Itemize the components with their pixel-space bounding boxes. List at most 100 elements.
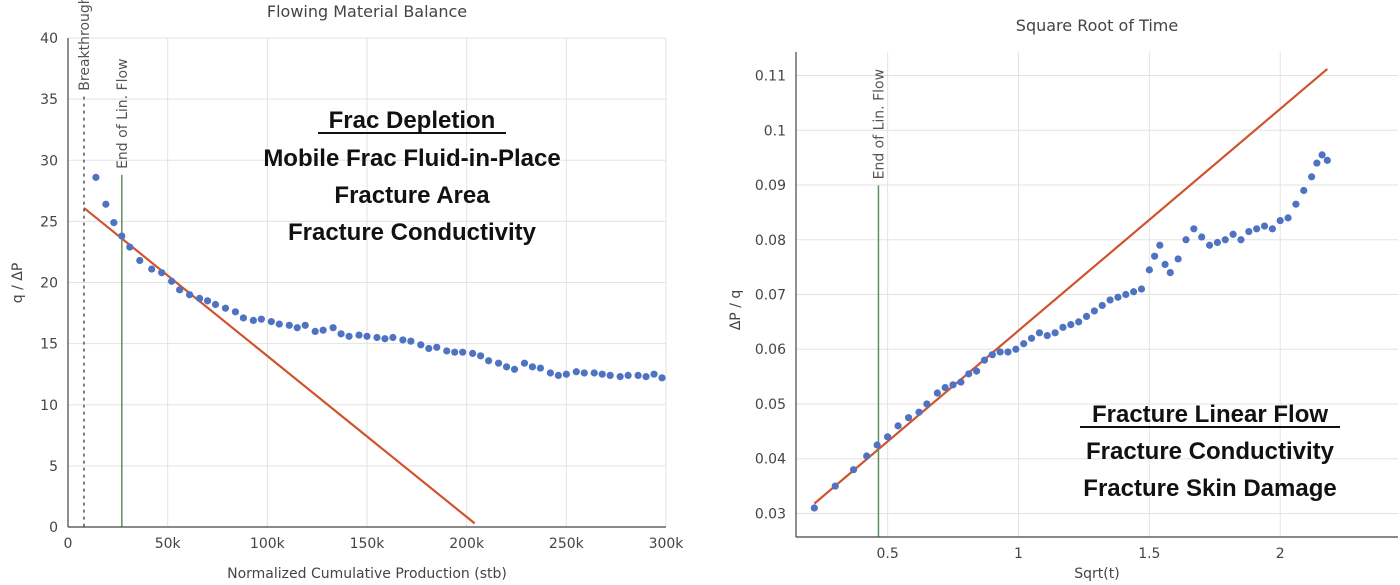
y-tick-label: 0.11	[755, 69, 786, 85]
data-point	[1190, 225, 1198, 233]
data-point	[810, 504, 818, 512]
data-point	[1245, 227, 1253, 236]
data-point	[451, 348, 459, 356]
data-point	[257, 315, 265, 323]
data-point	[1035, 329, 1044, 337]
data-point	[933, 389, 941, 397]
y-tick-label: 0.03	[755, 506, 786, 522]
data-point	[973, 367, 981, 375]
data-points	[810, 151, 1331, 512]
data-point	[1213, 238, 1221, 247]
data-point	[1308, 173, 1316, 181]
x-axis-label: Normalized Cumulative Production (stb)	[227, 566, 507, 582]
y-tick-label: 0.09	[755, 178, 786, 194]
data-point	[1300, 186, 1308, 195]
y-tick-label: 25	[40, 214, 58, 230]
data-point	[884, 433, 892, 441]
data-point	[494, 359, 503, 367]
data-point	[1323, 156, 1331, 164]
data-point	[1156, 241, 1164, 249]
data-point	[520, 359, 529, 367]
x-tick-label: 0	[64, 536, 73, 552]
data-point	[249, 316, 257, 324]
data-point	[293, 324, 301, 332]
y-tick-label: 10	[40, 398, 58, 414]
data-points	[92, 173, 666, 382]
x-tick-label: 50k	[155, 536, 182, 552]
data-point	[1090, 307, 1098, 315]
x-tick-label: 0.5	[876, 546, 898, 562]
data-point	[1313, 159, 1321, 167]
x-tick-label: 1.5	[1138, 546, 1160, 562]
grid	[68, 37, 667, 527]
annotation-box: Fracture Linear Flow Fracture Conductivi…	[1080, 401, 1340, 502]
data-point	[1205, 241, 1214, 249]
data-point	[1051, 329, 1059, 337]
x-tick-label: 1	[1014, 546, 1023, 562]
data-point	[536, 364, 545, 372]
data-point	[894, 422, 902, 430]
data-point	[158, 269, 166, 277]
data-point	[598, 370, 606, 378]
y-axis-label: ΔP / q	[728, 290, 744, 331]
fit-line	[83, 207, 476, 525]
data-point	[1161, 260, 1169, 268]
data-point	[1150, 252, 1159, 260]
fit-lines	[813, 68, 1329, 505]
y-tick-label: 5	[49, 459, 58, 475]
data-point	[1284, 214, 1292, 222]
y-tick-label: 30	[40, 153, 58, 169]
data-point	[1166, 269, 1174, 277]
data-point	[1137, 285, 1146, 293]
data-point	[417, 341, 425, 349]
y-tick-label: 0.04	[755, 452, 786, 468]
annotation-line: Mobile Frac Fluid-in-Place	[263, 145, 560, 172]
data-point	[1075, 318, 1083, 326]
annotation-line: Fracture Skin Damage	[1083, 475, 1336, 502]
data-point	[319, 326, 327, 334]
data-point	[616, 373, 624, 381]
data-point	[355, 331, 363, 339]
data-point	[1027, 334, 1036, 342]
x-axis-label: Sqrt(t)	[1074, 566, 1119, 582]
x-tick-label: 200k	[449, 536, 485, 552]
vertical-markers: End of Lin. Flow	[871, 69, 887, 537]
y-axis-label: q / ΔP	[10, 263, 26, 304]
y-tick-label: 0.1	[764, 123, 786, 139]
y-tick-label: 0.08	[755, 233, 786, 249]
data-point	[1229, 230, 1237, 238]
data-point	[1067, 321, 1075, 329]
data-point	[275, 320, 283, 328]
data-point	[484, 357, 493, 365]
data-point	[459, 348, 467, 356]
data-point	[1237, 236, 1245, 244]
data-point	[469, 349, 477, 358]
y-tick-label: 15	[40, 337, 58, 353]
data-point	[203, 297, 212, 305]
data-point	[606, 371, 614, 380]
x-tick-label: 250k	[549, 536, 585, 552]
data-point	[373, 333, 381, 342]
x-tick-label: 300k	[649, 536, 685, 552]
data-point	[301, 321, 309, 329]
fit-line	[813, 68, 1329, 505]
data-point	[195, 294, 204, 302]
data-point	[1122, 290, 1130, 299]
x-tick-label: 150k	[350, 536, 386, 552]
x-tick-label: 100k	[250, 536, 286, 552]
data-point	[110, 218, 118, 227]
data-point	[546, 369, 554, 377]
data-point	[477, 352, 485, 360]
tick-labels: 0.5 1 1.5 2 0.03 0.04 0.05 0.06 0.07 0.08 0.09 0.1 0…	[755, 69, 1285, 562]
data-point	[136, 256, 144, 265]
data-point	[923, 400, 931, 408]
data-point	[1098, 301, 1106, 310]
data-point	[443, 347, 451, 355]
data-point	[572, 368, 580, 376]
axes	[67, 38, 666, 528]
data-point	[1318, 151, 1326, 159]
data-point	[965, 370, 973, 378]
data-point	[363, 332, 371, 340]
tick-labels: 0 50k 100k 150k 200k 250k 300k 0 5 10 15 20 25 30 35 40	[40, 31, 684, 552]
data-point	[1174, 255, 1182, 263]
